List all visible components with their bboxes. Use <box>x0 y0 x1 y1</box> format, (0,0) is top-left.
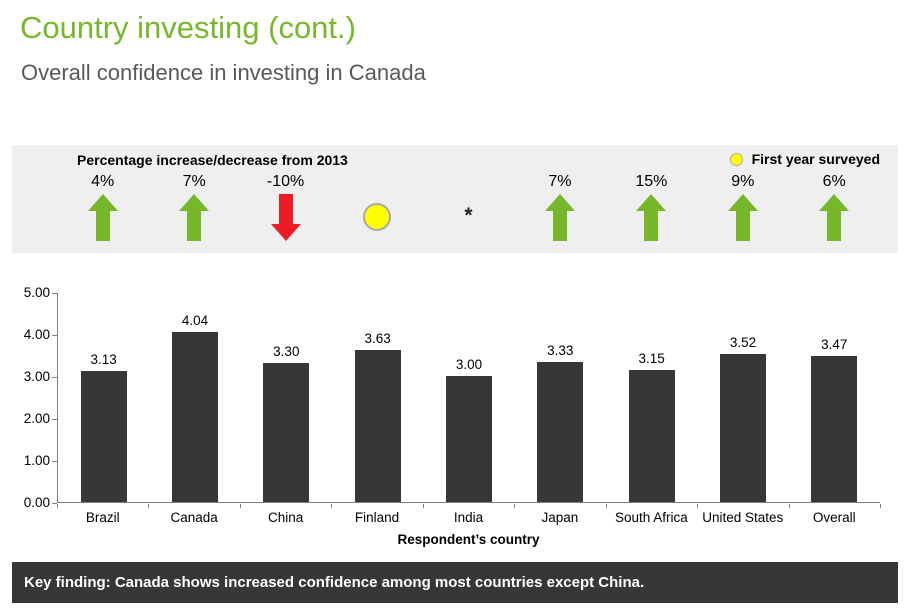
up-arrow-icon <box>179 194 210 241</box>
y-tick-label: 3.00 <box>23 369 50 384</box>
bar-column: 3.63 <box>332 293 423 502</box>
bar-column: 3.33 <box>515 293 606 502</box>
x-tick-mark <box>514 504 516 508</box>
bar-value-label: 3.33 <box>547 343 574 358</box>
first-year-legend: First year surveyed <box>729 151 880 167</box>
bar-column: 4.04 <box>149 293 240 502</box>
x-category-label: Finland <box>354 510 400 525</box>
x-axis-labels: Brazil Canada China Finland India Japan South … <box>57 510 880 528</box>
y-tick-label: 1.00 <box>23 453 50 468</box>
indicator-column <box>331 170 422 248</box>
bar-value-label: 3.63 <box>364 331 391 346</box>
bar-column: 3.15 <box>606 293 697 502</box>
indicator-column: 9% <box>697 170 788 248</box>
first-year-legend-label: First year surveyed <box>751 151 880 167</box>
up-arrow-icon <box>87 194 118 241</box>
bar-value-label: 3.47 <box>821 337 848 352</box>
x-category-label: Canada <box>170 510 218 525</box>
bar <box>537 362 584 502</box>
x-category-label: India <box>453 510 484 525</box>
bar-chart: 5.00 4.00 3.00 2.00 1.00 0.00 3.13 4.04 3.30 3.6… <box>0 280 914 556</box>
indicator-percent-label: 9% <box>731 173 755 190</box>
up-arrow-icon <box>636 194 667 241</box>
y-tick-mark <box>52 335 57 336</box>
bar-column: 3.00 <box>423 293 514 502</box>
bar <box>445 376 492 502</box>
indicator-percent-label: 6% <box>822 173 846 190</box>
first-year-legend-dot-icon <box>729 152 743 166</box>
indicator-column: -10% <box>240 170 331 248</box>
bar-column: 3.13 <box>58 293 149 502</box>
indicator-row: 4% 7% -10% * 7% 15% 9% 6% <box>57 170 880 248</box>
x-tick-mark <box>788 504 790 508</box>
x-tick-mark <box>148 504 150 508</box>
bar <box>354 350 401 502</box>
y-tick-label: 0.00 <box>23 495 50 510</box>
x-tick-mark <box>880 504 881 508</box>
indicator-percent-label: 4% <box>91 173 115 190</box>
y-tick-label: 2.00 <box>23 411 50 426</box>
bar-column: 3.30 <box>241 293 332 502</box>
indicator-column: * <box>423 170 514 248</box>
indicator-percent-label: -10% <box>266 173 305 190</box>
bar <box>628 370 675 502</box>
y-tick-label: 4.00 <box>23 327 50 342</box>
x-category-label: Brazil <box>85 510 120 525</box>
bar <box>171 332 218 502</box>
key-finding-banner: Key finding: Canada shows increased conf… <box>12 562 898 603</box>
page-title: Country investing (cont.) <box>20 10 356 45</box>
bar-column: 3.52 <box>697 293 788 502</box>
bar <box>80 371 127 502</box>
bar-value-label: 3.00 <box>455 357 483 372</box>
x-tick-mark <box>605 504 607 508</box>
indicator-band: Percentage increase/decrease from 2013 F… <box>12 145 898 253</box>
y-tick-mark <box>52 377 57 378</box>
x-axis-ticks <box>0 504 914 509</box>
x-category-label: Overall <box>812 510 856 525</box>
asterisk-marker: * <box>464 204 473 227</box>
x-category-label: China <box>267 510 304 525</box>
x-tick-mark <box>239 504 241 508</box>
x-category-label: South Africa <box>614 510 688 525</box>
x-tick-mark <box>331 504 333 508</box>
first-year-dot-icon <box>363 203 392 231</box>
y-tick-mark <box>52 503 57 504</box>
indicator-column: 15% <box>606 170 697 248</box>
x-tick-mark <box>57 504 58 508</box>
y-tick-mark <box>52 293 57 294</box>
y-tick-mark <box>52 461 57 462</box>
indicator-column: 6% <box>789 170 880 248</box>
indicator-percent-label: 7% <box>182 173 206 190</box>
up-arrow-icon <box>727 194 758 241</box>
bar-value-label: 4.04 <box>181 313 209 328</box>
x-tick-mark <box>697 504 699 508</box>
bar-value-label: 3.15 <box>638 351 665 366</box>
indicator-percent-label: 15% <box>635 173 668 190</box>
bar <box>811 356 858 502</box>
x-category-label: Japan <box>541 510 579 525</box>
indicator-percent-label: 7% <box>548 173 572 190</box>
x-tick-mark <box>422 504 424 508</box>
x-axis-title: Respondent’s country <box>397 532 540 547</box>
up-arrow-icon <box>819 194 850 241</box>
bar <box>719 354 766 502</box>
y-tick-mark <box>52 419 57 420</box>
bar-value-label: 3.52 <box>729 335 757 350</box>
indicator-column: 7% <box>514 170 605 248</box>
bar-value-label: 3.13 <box>90 352 117 367</box>
key-finding-text: Key finding: Canada shows increased conf… <box>24 574 645 591</box>
indicator-column: 4% <box>57 170 148 248</box>
down-arrow-icon <box>270 194 301 241</box>
band-title: Percentage increase/decrease from 2013 <box>77 152 348 168</box>
plot-area: 3.13 4.04 3.30 3.63 3.00 3.33 3.15 3.52 3.47 <box>57 293 880 503</box>
page-subtitle: Overall confidence in investing in Canad… <box>21 60 426 85</box>
x-category-label: United States <box>702 510 784 525</box>
y-tick-label: 5.00 <box>23 285 50 300</box>
bar-value-label: 3.30 <box>273 344 300 359</box>
up-arrow-icon <box>544 194 575 241</box>
bar-column: 3.47 <box>789 293 880 502</box>
bar <box>263 363 310 502</box>
indicator-column: 7% <box>148 170 239 248</box>
